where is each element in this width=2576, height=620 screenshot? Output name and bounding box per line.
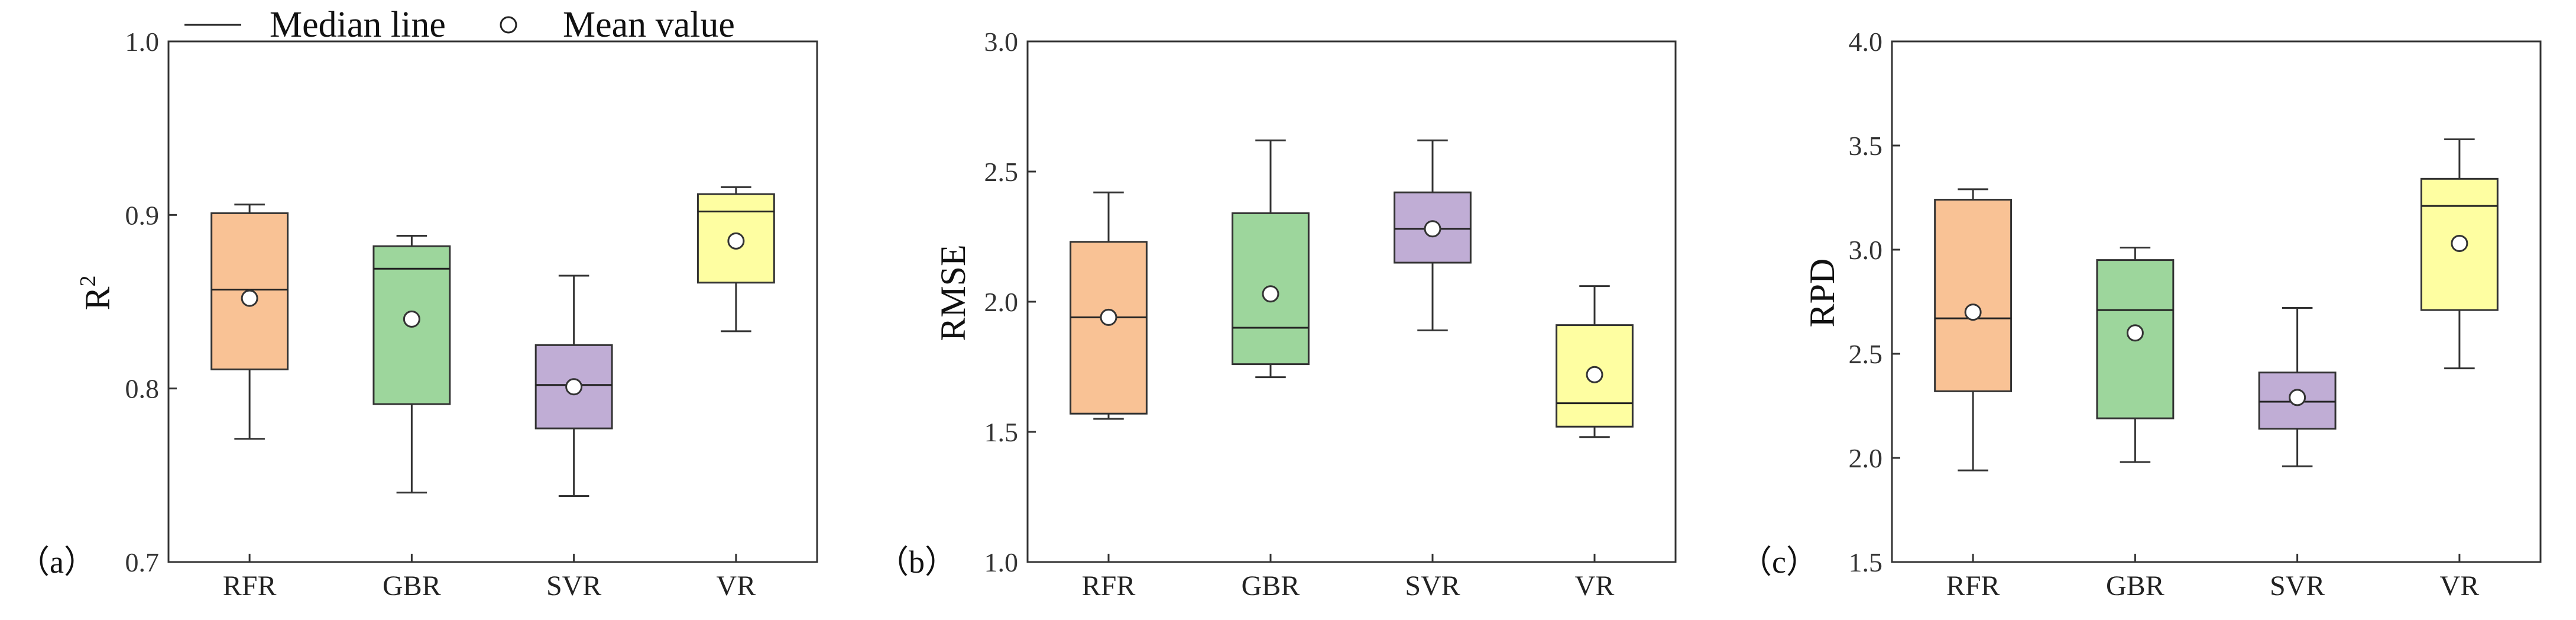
panel-a-gbr-box — [372, 245, 451, 405]
panel-b-rfr-box — [1070, 241, 1148, 415]
panel-a-ylabel-base: R — [78, 286, 117, 310]
panel-c-plot: 1.5 2.0 2.5 3.0 3.5 4.0 RFR GBR SVR VR — [1849, 27, 2542, 602]
panel-b-gbr-mean — [1262, 285, 1279, 303]
panel-a-ylabel-sup: 2 — [76, 275, 101, 286]
panel-a-gbr-xtick-label: GBR — [383, 570, 441, 602]
panel-c-ytick-label-1: 2.0 — [1849, 443, 1883, 473]
panel-b-gbr-xtick-label: GBR — [1242, 570, 1300, 602]
panel-c-tag: （c） — [1740, 544, 1818, 580]
panel-c-rfr-xtick-label: RFR — [1946, 570, 2000, 602]
panel-b-vr-mean — [1586, 366, 1603, 383]
legend-mean-label: Mean value — [563, 5, 735, 45]
panel-a-ytick-label-2: 0.9 — [125, 200, 160, 230]
panel-c-svr-xtick-label: SVR — [2270, 570, 2325, 602]
panel-c-gbr-xtick-label: GBR — [2106, 570, 2165, 602]
panel-a-frame — [167, 40, 818, 563]
panel-c-ylabel: RPD — [1803, 259, 1842, 328]
panel-c-ytick-label-2: 2.5 — [1849, 339, 1883, 369]
panel-c-svr-mean — [2289, 389, 2306, 406]
panel-b-svr-xtick-label: SVR — [1405, 570, 1460, 602]
panel-a-ytick-label-3: 1.0 — [125, 27, 160, 57]
panel-a-gbr-mean — [403, 310, 420, 328]
legend: Median line Mean value — [184, 5, 735, 45]
panel-a-svr-mean — [565, 378, 583, 396]
panel-a-rfr-mean — [241, 289, 258, 307]
panel-b-ylabel: RMSE — [934, 244, 973, 341]
legend-median-label: Median line — [270, 5, 446, 45]
panel-c-rfr-mean — [1964, 303, 1982, 321]
panel-c-rfr-box — [1934, 199, 2013, 392]
panel-a: （a） R2 0.7 0.8 0.9 1.0 RFR GBR SVR VR — [18, 27, 818, 602]
panel-b-rfr-mean — [1100, 308, 1117, 326]
panel-b-plot: 1.0 1.5 2.0 2.5 3.0 RFR GBR SVR VR — [984, 27, 1677, 602]
panel-a-svr-xtick-label: SVR — [546, 570, 601, 602]
panel-c-ytick-label-4: 3.5 — [1849, 131, 1883, 161]
panel-a-rfr-xtick-label: RFR — [223, 570, 277, 602]
panel-b-rfr-xtick-label: RFR — [1082, 570, 1136, 602]
panel-b-vr-xtick-label: VR — [1575, 570, 1615, 602]
panel-c-gbr-mean — [2126, 324, 2144, 342]
panel-b-tag: （b） — [877, 544, 957, 580]
panel-b-ytick-label-2: 2.0 — [984, 287, 1019, 317]
panel-b-ytick-label-4: 3.0 — [984, 27, 1019, 57]
panel-c-vr-xtick-label: VR — [2440, 570, 2480, 602]
panel-a-vr-mean — [727, 232, 745, 250]
panel-b-svr-mean — [1424, 220, 1441, 238]
panel-c-ytick-label-3: 3.0 — [1849, 235, 1883, 265]
panel-c-ytick-label-5: 4.0 — [1849, 27, 1883, 57]
panel-a-ytick-label-0: 0.7 — [125, 547, 160, 577]
panel-b-ytick-label-3: 2.5 — [984, 157, 1019, 187]
panel-c-ytick-label-0: 1.5 — [1849, 547, 1883, 577]
panel-c: （c） RPD 1.5 2.0 2.5 3.0 3.5 4.0 RFR GBR SVR VR — [1740, 27, 2542, 602]
panel-b-ytick-label-1: 1.5 — [984, 417, 1019, 447]
panel-a-vr-xtick-label: VR — [717, 570, 756, 602]
panel-b: （b） RMSE 1.0 1.5 2.0 2.5 3.0 RFR GBR SVR VR — [877, 27, 1677, 602]
panel-a-plot: 0.7 0.8 0.9 1.0 RFR GBR SVR VR — [125, 27, 818, 602]
panel-a-ylabel: R2 — [76, 275, 117, 310]
legend-mean-swatch — [500, 16, 517, 34]
panel-c-vr-mean — [2451, 234, 2468, 252]
panel-b-ytick-label-0: 1.0 — [984, 547, 1019, 577]
panel-c-frame — [1891, 40, 2542, 563]
panel-a-ytick-label-1: 0.8 — [125, 374, 160, 404]
panel-a-tag: （a） — [18, 544, 96, 580]
